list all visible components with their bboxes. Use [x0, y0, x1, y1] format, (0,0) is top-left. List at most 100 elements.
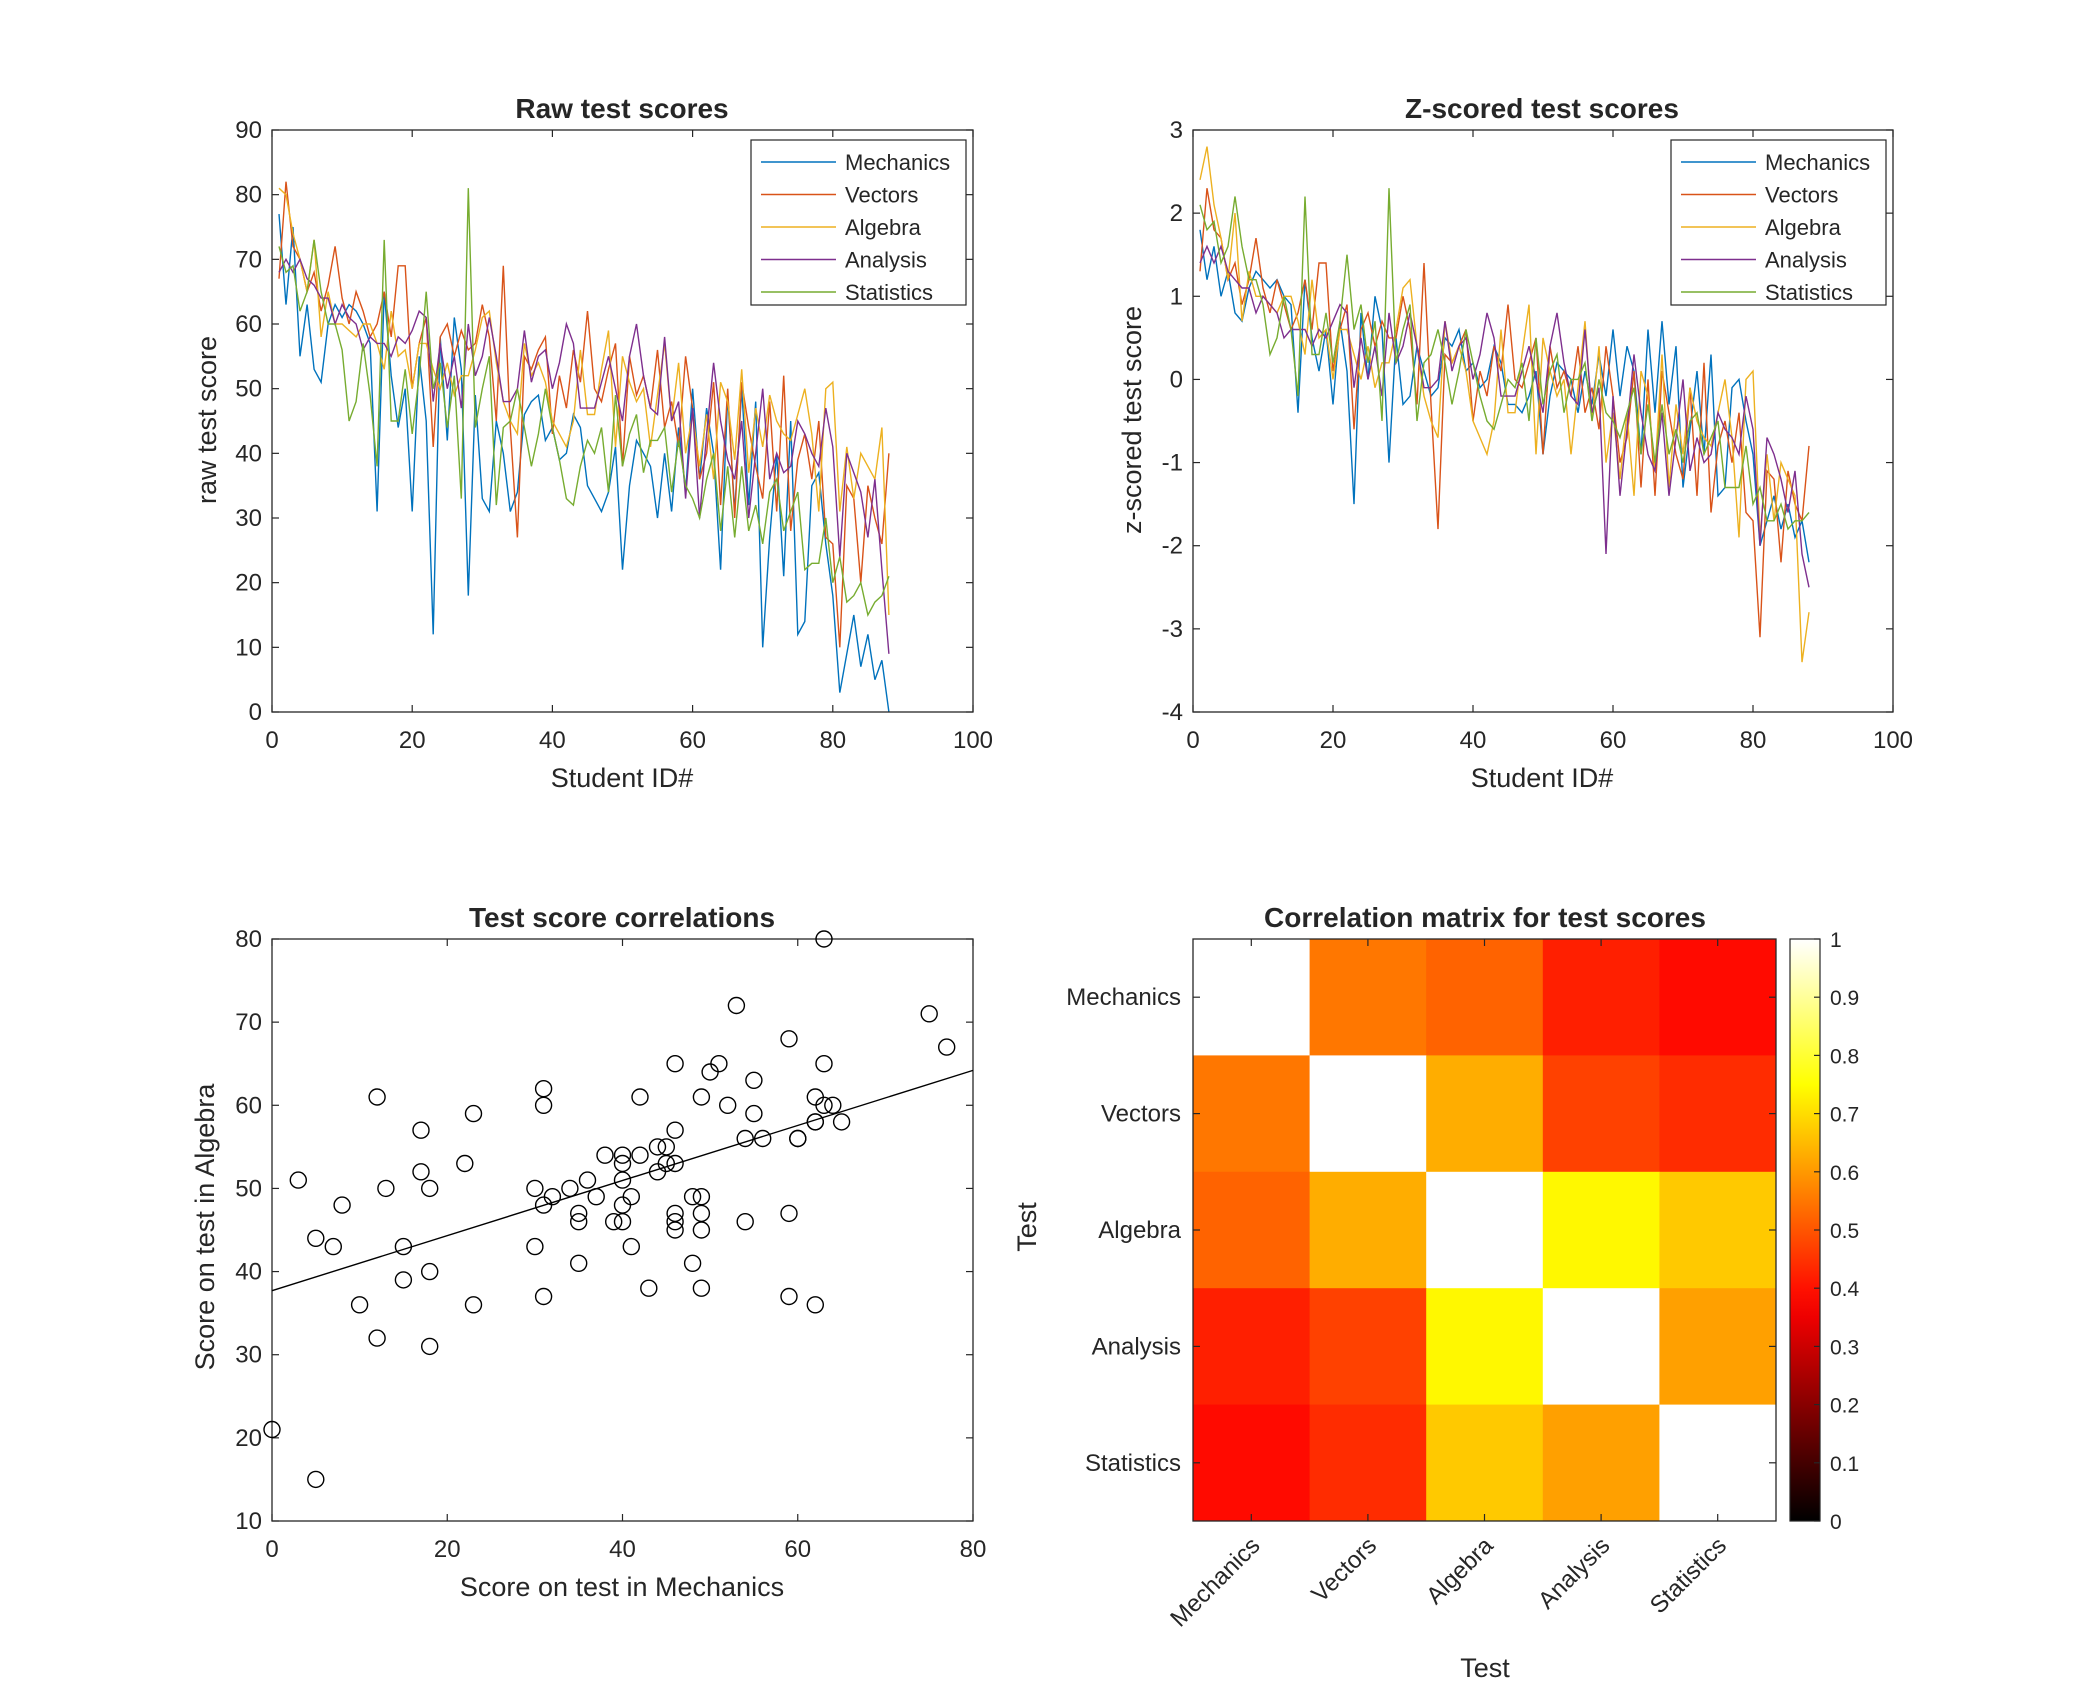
scatter-point — [815, 1054, 833, 1073]
heatmap-cell — [1193, 1404, 1311, 1522]
raw-xtick-label: 80 — [819, 727, 846, 754]
heatmap-cell — [1426, 939, 1544, 1056]
scatter-point — [666, 1212, 684, 1231]
raw-ytick-label: 80 — [235, 182, 262, 209]
heatmap-xlabel: Test — [1460, 1653, 1510, 1683]
heatmap-cell — [1659, 1055, 1777, 1173]
scatter-point — [307, 1470, 325, 1489]
raw-ytick-label: 60 — [235, 311, 262, 338]
heatmap-cell — [1193, 1171, 1311, 1289]
zscore-legend-label-algebra: Algebra — [1765, 215, 1842, 240]
raw-legend-box — [750, 139, 967, 306]
heatmap-colorbar-tick-label: 0.6 — [1830, 1162, 1859, 1185]
raw-xtick-label: 40 — [539, 727, 566, 754]
scatter-point — [412, 1121, 430, 1139]
heatmap-cell — [1309, 1288, 1427, 1406]
heatmap-cell — [1309, 1055, 1427, 1173]
scatter-ytick-label: 50 — [235, 1175, 262, 1202]
heatmap-cell — [1542, 1171, 1660, 1289]
scatter-point — [605, 1212, 623, 1231]
zscore-legend: Mechanics Vectors Algebra Analysis Statistic… — [1670, 139, 1887, 306]
scatter-ytick-label: 40 — [235, 1259, 262, 1286]
raw-ytick-label: 40 — [235, 440, 262, 467]
scatter-point — [824, 1096, 842, 1115]
scatter-point — [920, 1005, 938, 1023]
raw-xtick-label: 100 — [953, 727, 993, 754]
raw-axes-box — [271, 129, 974, 713]
scatter-point — [780, 1287, 798, 1306]
heatmap-colorbar-tick-label: 0.5 — [1830, 1220, 1859, 1243]
scatter-point — [350, 1296, 369, 1314]
heatmap-ylabel: Test — [1012, 1202, 1042, 1252]
scatter-point — [263, 1420, 281, 1439]
scatter-ytick-label: 60 — [235, 1092, 262, 1119]
scatter-title: Test score correlations — [469, 902, 775, 933]
scatter-ylabel: Score on test in Algebra — [190, 1083, 220, 1371]
scatter-point — [815, 930, 833, 948]
heatmap-ytick-label: Vectors — [1101, 1101, 1181, 1128]
raw-ytick-label: 50 — [235, 376, 262, 403]
raw-xtick-label: 20 — [399, 727, 426, 754]
heatmap-colorbar-tick-label: 0.7 — [1830, 1104, 1859, 1127]
scatter-point — [683, 1187, 702, 1206]
zscore-ytick-label: -4 — [1162, 699, 1183, 726]
scatter-point — [789, 1129, 807, 1148]
heatmap-cell — [1309, 939, 1427, 1056]
scatter-point — [666, 1054, 684, 1073]
scatter-fit-line — [271, 1069, 974, 1292]
heatmap-ytick-label: Statistics — [1085, 1450, 1181, 1477]
scatter-point — [324, 1237, 342, 1256]
scatter-point — [692, 1279, 711, 1297]
scatter-point — [613, 1171, 632, 1189]
scatter-xtick-label: 80 — [960, 1536, 987, 1563]
heatmap-cell — [1659, 1171, 1777, 1289]
correlations-scatter-panel: Test score correlations Score on test in… — [190, 902, 986, 1602]
heatmap-cell — [1542, 1288, 1660, 1406]
scatter-point — [578, 1171, 597, 1189]
raw-ytick-label: 90 — [235, 117, 262, 144]
heatmap-cell — [1426, 1288, 1544, 1406]
heatmap-title: Correlation matrix for test scores — [1264, 902, 1706, 933]
scatter-point — [596, 1146, 614, 1164]
raw-legend-label-mechanics: Mechanics — [845, 150, 950, 175]
heatmap-colorbar-tick-label: 0.8 — [1830, 1045, 1859, 1068]
scatter-point — [754, 1129, 772, 1148]
scatter-point — [692, 1088, 711, 1106]
heatmap-cell — [1193, 1288, 1311, 1406]
scatter-point — [727, 996, 746, 1015]
raw-legend-label-statistics: Statistics — [845, 280, 933, 305]
scatter-ytick-label: 10 — [235, 1508, 262, 1535]
zscore-xtick-label: 40 — [1460, 727, 1487, 754]
heatmap-colorbar-tick-label: 0.9 — [1830, 987, 1859, 1010]
raw-ytick-label: 70 — [235, 246, 262, 273]
zscore-axes-box — [1192, 129, 1894, 713]
zscore-ytick-label: 0 — [1170, 366, 1183, 393]
heatmap-colorbar-tick-label: 0.2 — [1830, 1395, 1859, 1418]
heatmap-cell — [1659, 1404, 1777, 1522]
heatmap-cell — [1193, 939, 1311, 1056]
scatter-point — [421, 1262, 439, 1281]
raw-scores-xlabel: Student ID# — [551, 763, 694, 793]
heatmap-colorbar-tick-label: 1 — [1830, 929, 1842, 952]
raw-ytick-label: 30 — [235, 505, 262, 532]
raw-scores-ylabel: raw test score — [192, 336, 222, 504]
scatter-point — [683, 1254, 702, 1273]
scatter-point — [394, 1271, 413, 1289]
scatter-point — [368, 1088, 386, 1106]
zscore-series-line-algebra — [1199, 146, 1810, 663]
scatter-ytick-label: 30 — [235, 1342, 262, 1369]
raw-scores-panel: Raw test scores Student ID# raw test sco… — [192, 93, 993, 793]
raw-xtick-label: 0 — [265, 727, 278, 754]
zscore-xtick-label: 0 — [1186, 727, 1199, 754]
raw-ytick-label: 0 — [249, 699, 262, 726]
scatter-point — [333, 1196, 351, 1214]
heatmap-cell — [1309, 1171, 1427, 1289]
scatter-point — [394, 1237, 413, 1256]
zscore-xtick-label: 20 — [1320, 727, 1347, 754]
scatter-point — [631, 1146, 649, 1164]
scatter-point — [412, 1163, 430, 1181]
scatter-point — [657, 1138, 675, 1156]
zscore-ytick-label: -2 — [1162, 533, 1183, 560]
scatter-point — [692, 1221, 711, 1239]
